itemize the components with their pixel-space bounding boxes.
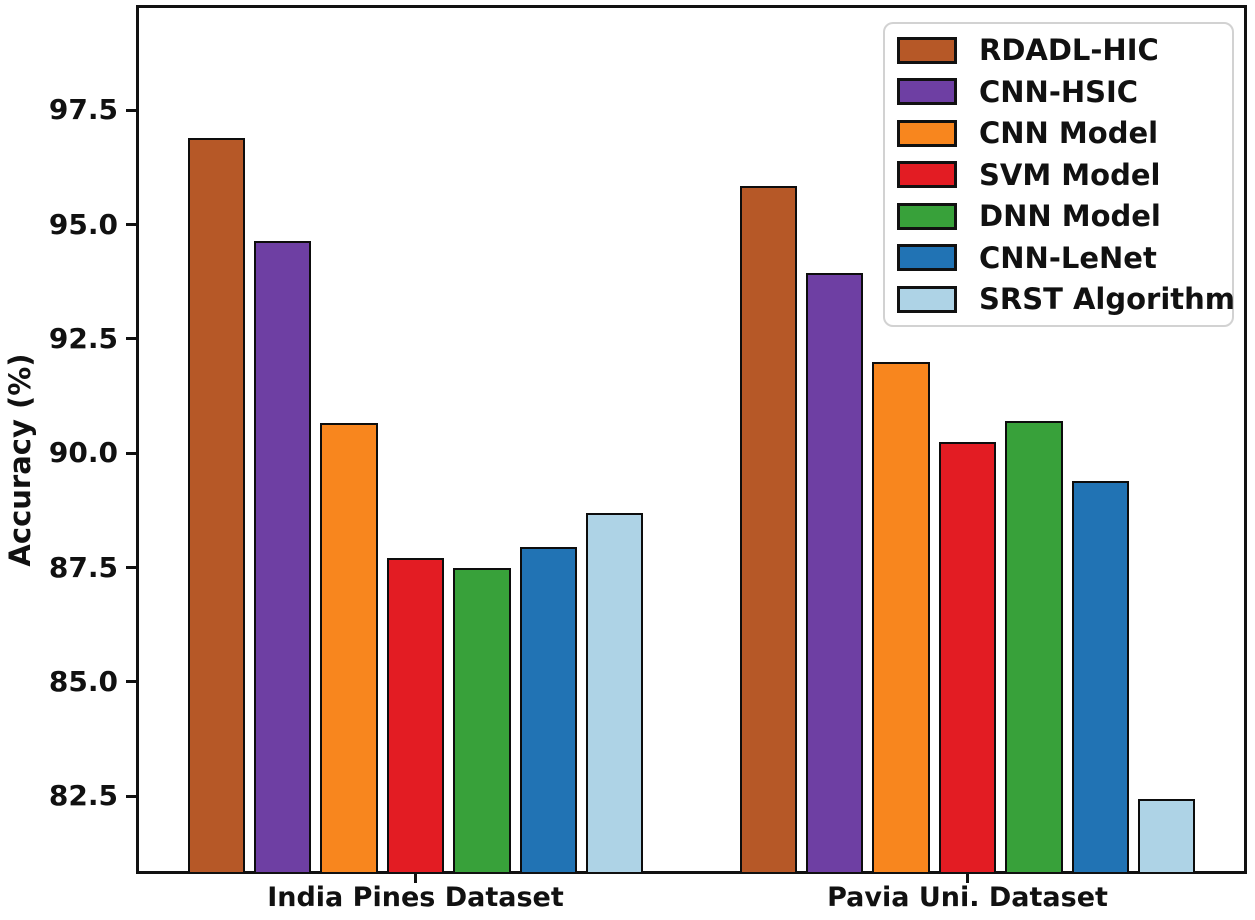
cnn-hsic-swatch-icon <box>897 78 957 105</box>
svm-model-swatch-icon <box>897 161 957 188</box>
legend-label: SVM Model <box>979 157 1161 192</box>
y-tick-mark <box>126 451 136 455</box>
legend-label: SRST Algorithm <box>979 282 1236 316</box>
y-tick-label: 95.0 <box>48 207 118 241</box>
legend: RDADL-HIC CNN-HSIC CNN Model SVM Model DNN M… <box>883 22 1236 327</box>
bar-rdadl-hic-india-pines-dataset <box>187 137 246 873</box>
x-tick-mark <box>414 874 417 883</box>
y-tick-mark <box>126 680 136 684</box>
legend-item-dnn-model: DNN Model <box>897 195 1232 237</box>
y-tick-label: 87.5 <box>48 550 118 584</box>
bar-cnn-hsic-pavia-uni-dataset <box>805 272 864 873</box>
bar-cnn-hsic-india-pines-dataset <box>253 240 312 873</box>
x-tick-label: Pavia Uni. Dataset <box>827 882 1108 913</box>
bar-dnn-model-pavia-uni-dataset <box>1005 421 1063 873</box>
bar-cnn-model-pavia-uni-dataset <box>872 361 930 873</box>
bar-svm-model-pavia-uni-dataset <box>938 441 997 873</box>
y-tick-label: 97.5 <box>48 93 118 127</box>
dnn-model-swatch-icon <box>897 202 957 230</box>
y-tick-label: 92.5 <box>48 321 118 355</box>
legend-item-cnn-model: CNN Model <box>897 112 1232 154</box>
legend-label: CNN-HSIC <box>979 74 1139 109</box>
legend-label: CNN Model <box>979 116 1159 150</box>
bar-cnn-lenet-india-pines-dataset <box>519 546 578 873</box>
legend-item-svm-model: SVM Model <box>897 154 1232 196</box>
legend-item-cnn-hsic: CNN-HSIC <box>897 71 1232 113</box>
legend-label: CNN-LeNet <box>979 240 1157 275</box>
legend-item-srst-algorithm: SRST Algorithm <box>897 278 1236 320</box>
srst-algorithm-swatch-icon <box>897 285 957 313</box>
y-tick-mark <box>126 223 136 227</box>
y-tick-mark <box>126 794 136 798</box>
x-tick-label: India Pines Dataset <box>267 882 564 913</box>
cnn-lenet-swatch-icon <box>897 244 957 271</box>
x-tick-mark <box>966 874 969 883</box>
legend-label: RDADL-HIC <box>979 33 1159 67</box>
y-tick-label: 82.5 <box>48 779 118 813</box>
bar-rdadl-hic-pavia-uni-dataset <box>739 185 798 873</box>
y-tick-mark <box>126 337 136 341</box>
y-tick-label: 85.0 <box>48 664 118 698</box>
bar-cnn-lenet-pavia-uni-dataset <box>1071 480 1130 873</box>
y-tick-mark <box>126 108 136 112</box>
legend-label: DNN Model <box>979 199 1161 233</box>
y-tick-label: 90.0 <box>48 436 118 470</box>
legend-item-rdadl-hic: RDADL-HIC <box>897 29 1232 71</box>
bar-cnn-model-india-pines-dataset <box>320 423 378 873</box>
bar-dnn-model-india-pines-dataset <box>453 567 511 873</box>
rdadl-hic-swatch-icon <box>897 36 957 64</box>
bar-srst-algorithm-pavia-uni-dataset <box>1137 798 1196 873</box>
bar-srst-algorithm-india-pines-dataset <box>585 512 644 873</box>
y-tick-mark <box>126 566 136 570</box>
legend-item-cnn-lenet: CNN-LeNet <box>897 237 1232 279</box>
bar-svm-model-india-pines-dataset <box>386 558 445 873</box>
cnn-model-swatch-icon <box>897 119 957 147</box>
